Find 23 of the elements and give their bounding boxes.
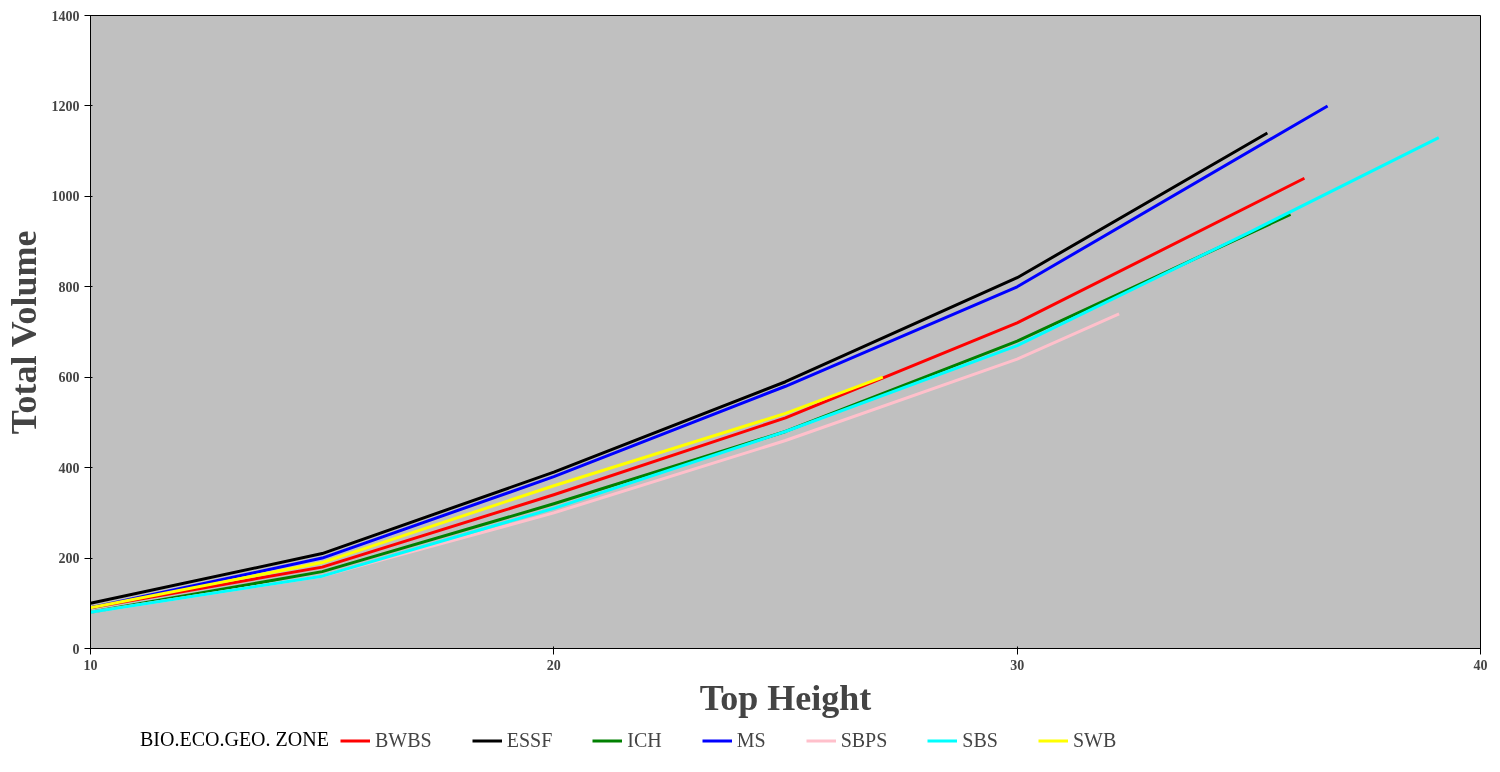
y-tick-label: 1200 (51, 98, 80, 114)
legend-label: ESSF (506, 728, 553, 752)
legend-label: ICH (627, 728, 662, 752)
legend-label: SBS (962, 728, 998, 752)
x-tick-label: 40 (1473, 657, 1488, 673)
legend-label: MS (736, 728, 766, 752)
x-tick-label: 30 (1010, 657, 1025, 673)
y-tick-label: 1400 (51, 8, 80, 24)
y-tick-label: 400 (58, 460, 80, 476)
y-tick-label: 600 (58, 370, 80, 386)
x-tick-label: 20 (546, 657, 561, 673)
x-tick-label: 10 (83, 657, 98, 673)
y-tick-label: 1000 (51, 189, 80, 205)
y-axis-title: Total Volume (3, 230, 44, 435)
legend-title: BIO.ECO.GEO. ZONE (140, 727, 329, 752)
legend-label: BWBS (375, 728, 432, 752)
y-tick-label: 0 (72, 641, 80, 657)
legend-label: SBPS (840, 728, 888, 752)
y-tick-label: 200 (58, 551, 80, 567)
y-tick-label: 800 (58, 279, 80, 295)
x-axis-title: Top Height (699, 677, 872, 718)
legend-label: SWB (1072, 728, 1117, 752)
line-series (90, 375, 885, 610)
